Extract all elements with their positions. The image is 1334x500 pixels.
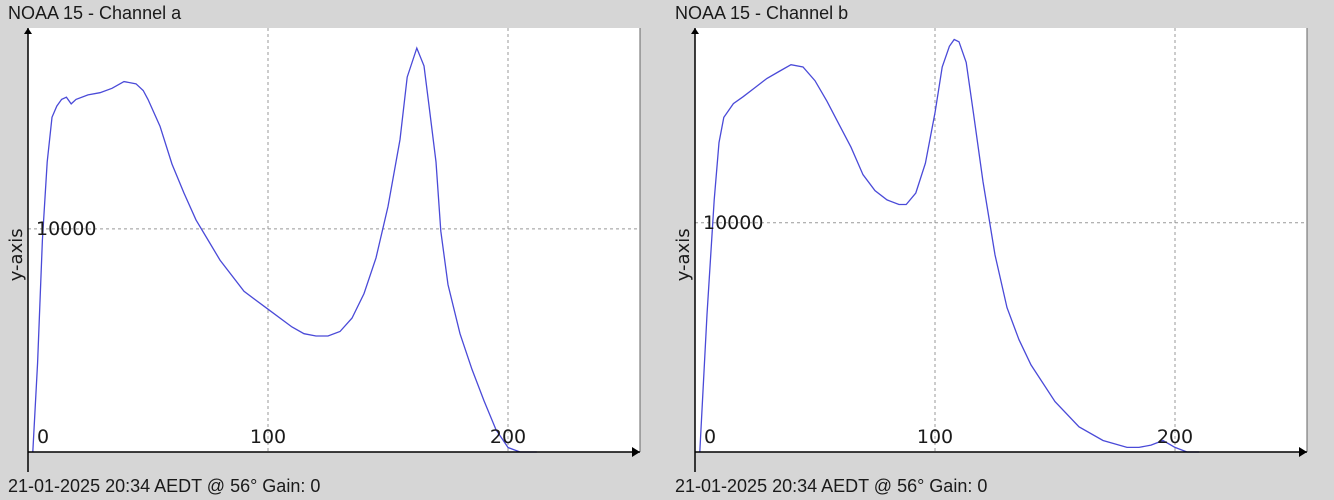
x-tick-label: 0 [704,426,716,448]
chart-title: NOAA 15 - Channel a [8,3,182,23]
x-tick-label: 200 [490,426,526,448]
chart-title: NOAA 15 - Channel b [675,3,849,23]
y-axis-label: y-axis [6,228,27,281]
chart-footer-status: 21-01-2025 20:34 AEDT @ 56° Gain: 0 [8,476,321,496]
x-tick-label: 0 [37,426,49,448]
chart-plot-channel-b: 0 100 200 10000 y-axis [673,28,1308,472]
x-tick-label: 200 [1157,426,1193,448]
y-tick-label: 10000 [36,218,96,240]
chart-plot-channel-a: 0 100 200 10000 y-axis [6,28,641,472]
y-tick-label: 10000 [703,212,763,234]
chart-panel-channel-a: 0 100 200 10000 y-axis NOAA 15 - Channel a 2… [6,3,641,496]
y-axis-label: y-axis [673,228,694,281]
y-axis-arrow [24,28,32,34]
x-tick-label: 100 [250,426,286,448]
plot-area [695,28,1307,452]
x-tick-label: 100 [917,426,953,448]
x-axis-arrow [1299,447,1307,457]
chart-panel-channel-b: 0 100 200 10000 y-axis NOAA 15 - Channel b 2… [667,0,1334,500]
chart-footer-status: 21-01-2025 20:34 AEDT @ 56° Gain: 0 [675,476,988,496]
x-axis-arrow [632,447,640,457]
series-line [699,38,1199,453]
y-axis-arrow [691,28,699,34]
plot-area [28,28,640,452]
series-line [32,46,537,453]
